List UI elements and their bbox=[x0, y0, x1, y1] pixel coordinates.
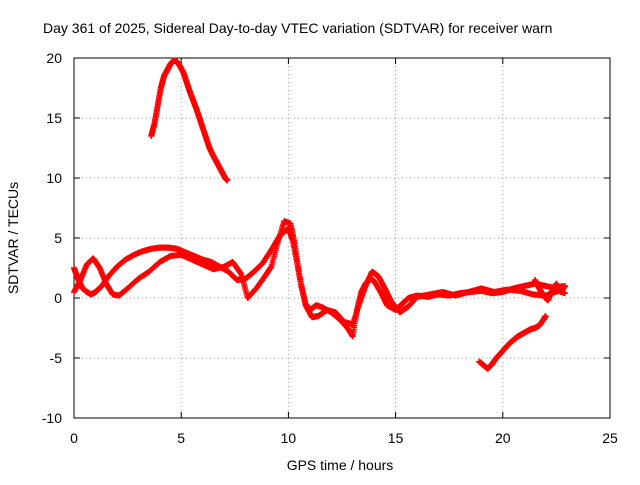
axis-ticks bbox=[73, 57, 611, 419]
x-tick-label: 20 bbox=[495, 430, 511, 446]
y-tick-label: 10 bbox=[46, 170, 62, 186]
data-points bbox=[71, 57, 568, 372]
data-point bbox=[561, 283, 568, 289]
series-arc-early-high bbox=[148, 57, 231, 184]
data-point bbox=[561, 290, 568, 297]
x-tick-labels: 0 5 10 15 20 25 bbox=[70, 430, 618, 446]
series-arc-late-low bbox=[476, 313, 549, 372]
data-point bbox=[542, 313, 549, 319]
y-axis-label: SDTVAR / TECUs bbox=[5, 182, 21, 294]
y-tick-label: 0 bbox=[54, 290, 62, 306]
y-tick-label: -10 bbox=[42, 410, 62, 426]
x-tick-label: 0 bbox=[70, 430, 78, 446]
data-point bbox=[237, 270, 244, 276]
x-tick-label: 25 bbox=[602, 430, 618, 446]
series-arc-main-b bbox=[71, 218, 568, 328]
data-point bbox=[224, 177, 231, 184]
x-tick-label: 5 bbox=[177, 430, 185, 446]
y-tick-label: 20 bbox=[46, 50, 62, 66]
y-tick-labels: -10 -5 0 5 10 15 20 bbox=[42, 50, 62, 426]
y-tick-label: -5 bbox=[50, 350, 63, 366]
y-tick-label: 5 bbox=[54, 230, 62, 246]
x-tick-label: 10 bbox=[281, 430, 297, 446]
series-arc-main-a bbox=[71, 225, 566, 340]
chart-title: Day 361 of 2025, Sidereal Day-to-day VTE… bbox=[43, 20, 552, 36]
y-tick-label: 15 bbox=[46, 110, 62, 126]
grid-lines bbox=[74, 58, 610, 418]
series-arc-late-tail bbox=[531, 277, 568, 304]
x-axis-label: GPS time / hours bbox=[287, 457, 394, 473]
x-tick-label: 15 bbox=[388, 430, 404, 446]
